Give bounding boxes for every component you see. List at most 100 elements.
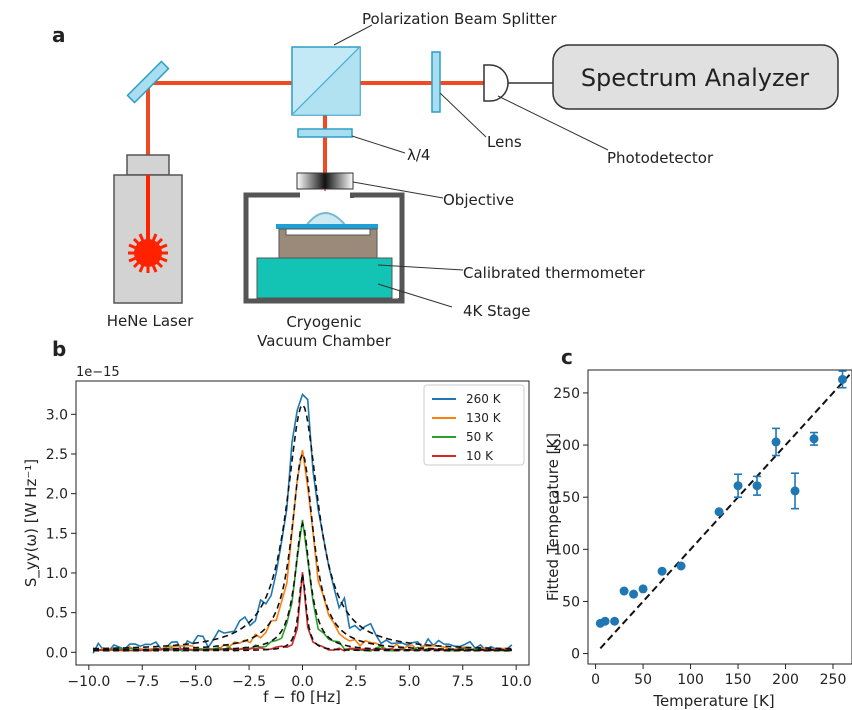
b-xtick-label: 2.5: [345, 674, 367, 690]
legend-label: 130 K: [466, 411, 502, 425]
b-xtick-labels: −10.0 −7.5 −5.0 −2.5 0.0 2.5 5.0 7.5 10.0: [67, 674, 531, 690]
label-lens: Lens: [487, 133, 522, 151]
series-line-130-k: [92, 449, 513, 652]
lens-pointer: [439, 92, 487, 138]
series-line-10-k: [93, 572, 512, 652]
stage-block: [256, 257, 393, 299]
c-xtick-label: 200: [772, 672, 799, 688]
b-series: [92, 393, 513, 654]
data-point: [752, 481, 762, 491]
panel-b-spectra-chart: b 1e−15 −10.0 −7.5 −5.0 −2.5 0.0 2.5 5.0 7.5 10.…: [22, 337, 532, 706]
b-xtick-label: 7.5: [452, 674, 474, 690]
b-ytick-label: 1.5: [46, 526, 68, 542]
b-xtick-label: −7.5: [125, 674, 159, 690]
label-quarter-wave: λ/4: [407, 146, 430, 164]
stage-pointer: [377, 283, 453, 308]
lens: [431, 51, 441, 113]
data-point: [809, 434, 819, 444]
fit-curve: [93, 452, 512, 651]
label-spectrum-analyzer: Spectrum Analyzer: [581, 64, 809, 92]
b-ytick-label: 2.0: [46, 487, 68, 503]
b-xtick-label: −2.5: [232, 674, 266, 690]
thermometer-pointer: [377, 264, 464, 271]
data-point: [714, 507, 724, 517]
b-ytick-label: 2.5: [46, 447, 68, 463]
c-ytick-label: 50: [562, 594, 580, 610]
sample-membrane: [276, 212, 378, 229]
laser-star: [128, 233, 168, 273]
spectrum-analyzer-box: [552, 44, 839, 110]
c-ytick-label: 150: [553, 490, 580, 506]
data-point: [638, 584, 648, 594]
data-point: [771, 437, 781, 447]
fit-curve: [93, 573, 512, 652]
b-xtick-label: 10.0: [501, 674, 532, 690]
quarter-wave-pointer: [351, 135, 406, 154]
c-ylabel: Fitted Temperature [K]: [544, 433, 562, 601]
b-ytick-label: 0.5: [46, 606, 68, 622]
data-point: [610, 616, 620, 626]
legend-box: [423, 384, 525, 466]
c-xtick-label: 150: [725, 672, 752, 688]
c-xtick-label: 250: [820, 672, 847, 688]
objective: [296, 172, 354, 190]
data-point: [838, 374, 848, 384]
label-chamber-line2: Vacuum Chamber: [257, 332, 391, 350]
objective-pointer: [352, 181, 444, 199]
b-legend: 260 K 130 K 50 K 10 K: [423, 384, 525, 466]
c-ytick-label: 100: [553, 542, 580, 558]
fit-curve: [93, 521, 512, 652]
label-chamber-line1: Cryogenic: [286, 313, 361, 331]
quarter-wave-plate: [297, 128, 353, 138]
legend-label: 50 K: [466, 430, 494, 444]
b-xtick-label: 0.0: [291, 674, 313, 690]
panel-letter-c: c: [561, 345, 573, 369]
c-xtick-label: 0: [591, 672, 600, 688]
c-xtick-labels: 0 50 100 150 200 250: [591, 672, 846, 688]
b-xlabel: f − f0 [Hz]: [263, 688, 341, 706]
data-point: [629, 589, 639, 599]
pbs-pointer: [333, 24, 373, 46]
c-xlabel: Temperature [K]: [652, 692, 774, 710]
c-ytick-label: 0: [571, 647, 580, 663]
panel-c-scatter-chart: c 0 50 100 150 200 250 0 50 100 150 200 250 Temper…: [544, 345, 852, 710]
b-xtick-label: −10.0: [67, 674, 110, 690]
c-points: [595, 370, 848, 628]
legend-label: 10 K: [466, 449, 494, 463]
photodetector-pointer: [497, 95, 609, 151]
data-point: [790, 486, 800, 496]
mirror: [126, 60, 170, 104]
b-ylabel: S_yy(ω) [W Hz⁻¹]: [22, 459, 41, 587]
panel-letter-b: b: [52, 337, 66, 361]
fit-line: [599, 371, 852, 650]
c-ytick-label: 250: [553, 386, 580, 402]
legend-label: 260 K: [466, 392, 502, 406]
panel-a-diagram: a Polarization Beam Splitter Lens Photod…: [52, 10, 839, 350]
b-xtick-label: −5.0: [179, 674, 213, 690]
b-xtick-label: 5.0: [398, 674, 420, 690]
b-ytick-label: 3.0: [46, 407, 68, 423]
c-xtick-label: 50: [634, 672, 652, 688]
c-xtick-label: 100: [677, 672, 704, 688]
label-hene-laser: HeNe Laser: [107, 312, 194, 330]
label-photodetector: Photodetector: [607, 149, 714, 167]
offset-text: 1e−15: [76, 365, 120, 380]
b-ytick-label: 1.0: [46, 566, 68, 582]
label-objective: Objective: [443, 191, 514, 209]
data-point: [733, 481, 743, 491]
photodetector: [483, 64, 509, 102]
c-ticks: [583, 392, 834, 669]
polarization-beam-splitter: [291, 46, 361, 116]
data-point: [657, 566, 667, 576]
label-polarization-beam-splitter: Polarization Beam Splitter: [362, 10, 557, 28]
b-fits: [93, 403, 512, 652]
hene-laser: [113, 154, 183, 304]
b-ticks: [71, 413, 517, 670]
c-fit: [599, 371, 852, 650]
c-ytick-labels: 0 50 100 150 200 250: [553, 386, 580, 663]
b-ytick-labels: 0.0 0.5 1.0 1.5 2.0 2.5 3.0: [46, 407, 68, 661]
c-ytick-label: 200: [553, 438, 580, 454]
thermometer-slot: [285, 228, 371, 236]
label-4k-stage: 4K Stage: [463, 302, 531, 320]
